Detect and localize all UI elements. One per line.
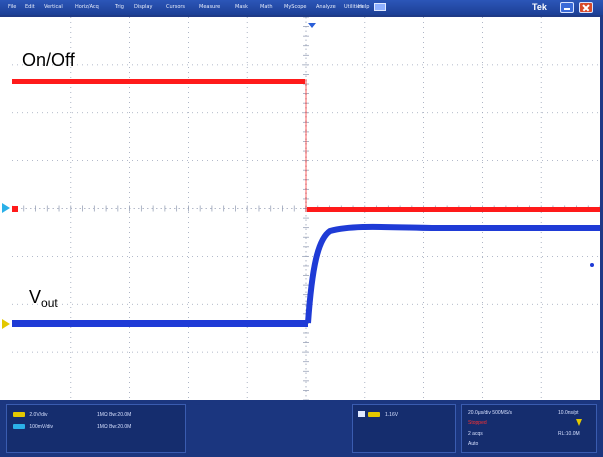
menu-trig[interactable]: Trig — [115, 4, 124, 10]
minimize-button[interactable] — [560, 2, 574, 13]
record-length: RL:10.0M — [558, 431, 580, 437]
menu-vertical[interactable]: Vertical — [44, 4, 63, 10]
onoff-trace-low — [307, 207, 600, 212]
onoff-trace — [12, 79, 600, 212]
waveform-display[interactable]: On/Off Vout — [12, 17, 600, 400]
onoff-trace-edge — [305, 79, 307, 212]
vout-label: Vout — [29, 287, 58, 310]
acquisition-readout-panel[interactable]: 20.0μs/div 500MS/s 10.0ns/pt Stopped 2 a… — [461, 404, 597, 453]
ch1-ground-marker[interactable] — [2, 319, 10, 329]
ch2-ground-marker[interactable] — [2, 203, 10, 213]
vout-trace — [12, 223, 600, 327]
channel-readout-panel[interactable]: 2.0V/div 1MΩ Bw:20.0M 100mV/div 1MΩ Bw:2… — [6, 404, 186, 453]
menu-bar: File Edit Vertical Horiz/Acq Trig Displa… — [0, 0, 603, 15]
vout-offscale-dot — [590, 263, 594, 267]
menu-help[interactable]: Help — [358, 4, 370, 10]
vout-trace-rise — [305, 223, 600, 324]
ch2-scale: 100mV/div — [29, 424, 54, 430]
menu-utilities[interactable]: Utilities — [344, 4, 363, 10]
close-button[interactable] — [579, 2, 593, 13]
channel-marker-strip — [0, 17, 12, 400]
ch2-impedance: 1MΩ — [97, 424, 108, 430]
acq-arrow-icon — [576, 419, 582, 426]
trigger-mode: Auto — [468, 441, 479, 447]
ch2-badge — [13, 424, 25, 430]
tek-logo: Tek — [532, 2, 547, 12]
onoff-label: On/Off — [22, 50, 75, 70]
trigger-level: 1.16V — [385, 412, 399, 418]
ch2-readout[interactable]: 100mV/div — [13, 424, 53, 430]
trigger-source-badge — [368, 412, 380, 417]
trigger-readout-panel[interactable]: 1.16V — [352, 404, 456, 453]
menu-display[interactable]: Display — [134, 4, 153, 10]
menu-myscope[interactable]: MyScope — [284, 4, 307, 10]
menu-analyze[interactable]: Analyze — [316, 4, 336, 10]
trigger-icon — [358, 411, 365, 417]
ch2-bandwidth: 1MΩ Bw:20.0M — [97, 424, 131, 430]
menu-math[interactable]: Math — [260, 4, 273, 10]
acq-count: 2 acqs — [468, 431, 483, 437]
trigger-position-marker — [308, 23, 316, 28]
vout-label-sub: out — [41, 296, 58, 310]
onoff-trace-high — [12, 79, 305, 84]
ch1-impedance: 1MΩ — [97, 412, 108, 418]
ch2-bw: Bw:20.0M — [109, 424, 132, 430]
status-spacer — [190, 404, 350, 453]
menu-horiz-acq[interactable]: Horiz/Acq — [75, 4, 99, 10]
sample-interval: 10.0ns/pt — [558, 410, 579, 416]
toolbar-mode-icon[interactable] — [374, 3, 386, 11]
vout-trace-low — [12, 320, 308, 327]
status-bar: 2.0V/div 1MΩ Bw:20.0M 100mV/div 1MΩ Bw:2… — [0, 400, 603, 457]
ch1-badge — [13, 412, 25, 418]
graticule-grid — [12, 17, 600, 400]
ch1-bandwidth: 1MΩ Bw:20.0M — [97, 412, 131, 418]
menu-cursors[interactable]: Cursors — [166, 4, 186, 10]
menu-mask[interactable]: Mask — [235, 4, 248, 10]
menu-file[interactable]: File — [8, 4, 17, 10]
ch1-scale: 2.0V/div — [29, 412, 48, 418]
waveform-svg — [12, 17, 600, 400]
menu-edit[interactable]: Edit — [25, 4, 35, 10]
ch1-readout[interactable]: 2.0V/div — [13, 412, 47, 418]
vout-label-main: V — [29, 287, 42, 307]
timebase-readout: 20.0μs/div 500MS/s — [468, 410, 513, 416]
acq-state: Stopped — [468, 420, 487, 426]
menu-measure[interactable]: Measure — [199, 4, 221, 10]
ch1-bw: Bw:20.0M — [109, 412, 132, 418]
onoff-level-marker — [12, 206, 18, 212]
